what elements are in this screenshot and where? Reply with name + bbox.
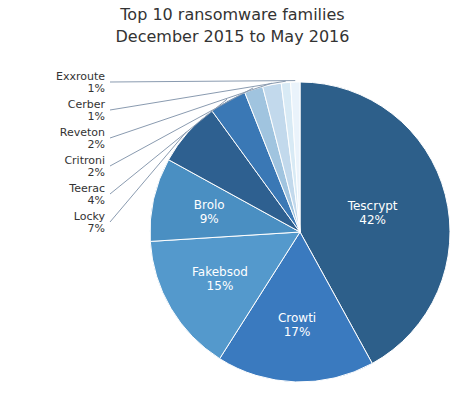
- svg-text:Brolo9%: Brolo9%: [194, 198, 225, 226]
- svg-text:Exxroute1%: Exxroute1%: [56, 70, 105, 95]
- svg-text:Cerber1%: Cerber1%: [68, 98, 106, 123]
- svg-text:Critroni2%: Critroni2%: [64, 154, 105, 179]
- html-text:Top 10 ransomware families: Top 10 ransomware families: [120, 5, 345, 24]
- svg-text:Teerac4%: Teerac4%: [68, 182, 105, 207]
- svg-text:Reveton2%: Reveton2%: [60, 126, 105, 151]
- html-text:December 2015 to May 2016: December 2015 to May 2016: [115, 27, 350, 46]
- svg-text:Locky7%: Locky7%: [74, 210, 106, 235]
- svg-text:Crowti17%: Crowti17%: [278, 311, 316, 339]
- svg-text:Fakebsod15%: Fakebsod15%: [192, 265, 248, 293]
- svg-text:Tescrypt42%: Tescrypt42%: [347, 199, 398, 227]
